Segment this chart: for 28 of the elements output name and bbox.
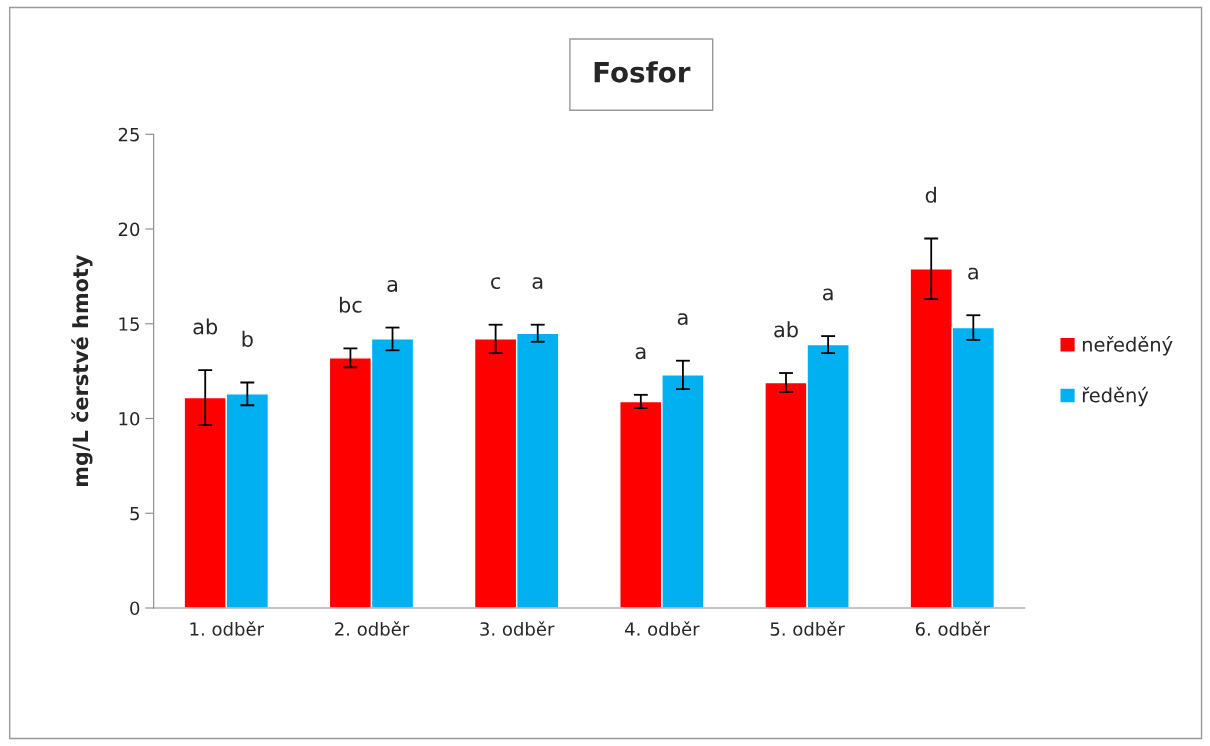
annotation: a <box>532 277 543 290</box>
annotation: b <box>242 330 253 347</box>
y-tick-label: 15 <box>119 317 139 331</box>
annotation: c <box>491 277 501 290</box>
x-tick-label: 2. odběr <box>335 621 410 636</box>
y-axis-title: mg/L čerstvé hmoty <box>71 254 93 487</box>
annotation: a <box>968 267 978 280</box>
x-tick-label: 1. odběr <box>190 621 264 636</box>
x-tick-label: 4. odběr <box>625 621 700 636</box>
y-tick-label: 25 <box>118 127 139 142</box>
chart-title: Fosfor <box>594 61 691 83</box>
annotation: d <box>925 186 936 203</box>
annotation: a <box>677 313 688 326</box>
annotation: ab <box>193 318 218 335</box>
y-tick-label: 5 <box>130 506 139 521</box>
legend-label: neředěný <box>1082 335 1173 356</box>
y-tick-label: 0 <box>130 601 140 616</box>
y-tick-label: 10 <box>119 411 140 426</box>
y-tick-label: 20 <box>118 222 140 237</box>
x-tick-label: 6. odběr <box>915 621 990 636</box>
annotation: a <box>635 347 646 360</box>
annotation: bc <box>339 296 362 313</box>
annotation: a <box>387 279 398 292</box>
annotation: ab <box>774 321 798 338</box>
legend-label: ředěný <box>1082 386 1149 407</box>
annotation: a <box>822 288 833 301</box>
x-tick-label: 3. odběr <box>480 621 555 636</box>
x-tick-label: 5. odběr <box>770 621 845 636</box>
